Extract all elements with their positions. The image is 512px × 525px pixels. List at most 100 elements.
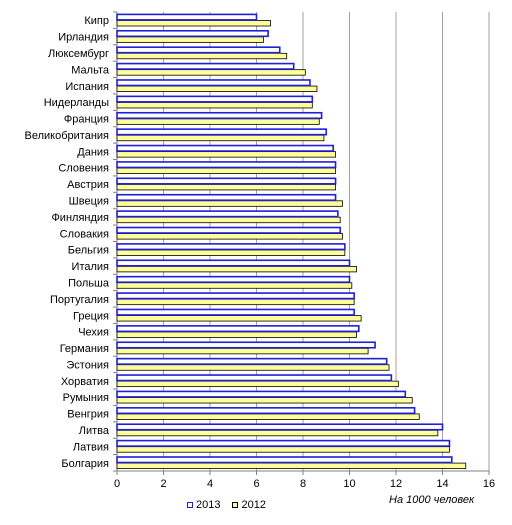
bar-2012 bbox=[116, 446, 450, 453]
bar-2012 bbox=[116, 20, 271, 27]
category-label: Мальта bbox=[71, 64, 110, 76]
category-label: Австрия bbox=[67, 179, 109, 191]
bar-2013 bbox=[116, 144, 335, 152]
bar-2012 bbox=[116, 331, 357, 338]
bar-2013 bbox=[116, 308, 355, 316]
bar-2012 bbox=[116, 298, 355, 306]
category-label: Нидерланды bbox=[44, 97, 109, 109]
bar-2013 bbox=[116, 13, 258, 21]
x-tick-label: 10 bbox=[343, 478, 355, 490]
x-tick-label: 8 bbox=[300, 478, 306, 490]
category-label: Дания bbox=[77, 146, 109, 158]
bar-2013 bbox=[116, 374, 393, 382]
bar-2012 bbox=[116, 413, 420, 420]
bar-2012 bbox=[116, 282, 353, 289]
category-label: Венгрия bbox=[67, 409, 109, 421]
bar-2013 bbox=[116, 161, 337, 169]
bar-2012 bbox=[116, 462, 467, 470]
bar-2013 bbox=[116, 128, 328, 136]
category-label: Хорватия bbox=[61, 376, 109, 388]
bar-2013 bbox=[116, 341, 376, 349]
bar-2013 bbox=[116, 226, 341, 234]
bar-2012 bbox=[116, 380, 399, 388]
category-label: Испания bbox=[65, 81, 109, 93]
bar-2012 bbox=[116, 102, 313, 109]
category-label: Латвия bbox=[73, 441, 109, 453]
x-tick-label: 6 bbox=[253, 478, 259, 490]
bar-2012 bbox=[116, 233, 343, 240]
bar-2013 bbox=[116, 29, 269, 38]
legend-swatch-2012 bbox=[232, 502, 239, 508]
units-label: На 1000 человек bbox=[389, 494, 475, 506]
bar-2013 bbox=[116, 210, 339, 218]
x-tick-label: 4 bbox=[207, 478, 213, 490]
bar-2013 bbox=[116, 390, 407, 398]
category-label: Эстония bbox=[66, 359, 109, 371]
category-label: Франция bbox=[64, 114, 109, 126]
bar-2012 bbox=[116, 85, 318, 92]
x-tick-label: 14 bbox=[436, 478, 448, 490]
bar-2013 bbox=[116, 456, 453, 464]
bar-2012 bbox=[116, 249, 346, 256]
bar-2013 bbox=[116, 193, 337, 202]
bar-2012 bbox=[116, 265, 357, 273]
legend-label-2013: 2013 bbox=[196, 499, 221, 511]
x-tick-label: 12 bbox=[390, 478, 402, 490]
category-label: Италия bbox=[72, 261, 110, 273]
category-label: Португалия bbox=[50, 294, 109, 306]
category-label: Швеция bbox=[69, 196, 109, 208]
category-label: Словения bbox=[58, 163, 109, 175]
category-label: Финляндия bbox=[51, 212, 109, 224]
bar-2012 bbox=[116, 429, 439, 437]
legend-item-2013: 2013 bbox=[187, 499, 220, 511]
bar-2012 bbox=[116, 118, 320, 125]
category-label: Болгария bbox=[61, 458, 109, 470]
category-label: Кипр bbox=[84, 15, 109, 27]
bar-2012 bbox=[116, 151, 336, 158]
category-label: Чехия bbox=[78, 327, 109, 339]
category-label: Бельгия bbox=[68, 245, 109, 257]
category-label: Румыния bbox=[63, 392, 109, 404]
bar-2013 bbox=[116, 439, 451, 447]
legend-item-2012: 2012 bbox=[232, 499, 266, 511]
x-tick-label: 0 bbox=[114, 478, 120, 490]
bar-2013 bbox=[116, 325, 360, 333]
bar-2012 bbox=[116, 134, 325, 142]
bar-2012 bbox=[116, 347, 369, 355]
category-label: Великобритания bbox=[25, 130, 110, 142]
bar-2013 bbox=[116, 357, 388, 365]
category-label: Ирландия bbox=[58, 32, 109, 44]
bar-2013 bbox=[116, 259, 351, 267]
bar-2012 bbox=[116, 216, 341, 224]
category-label: Словакия bbox=[60, 228, 109, 240]
bar-2013 bbox=[116, 177, 337, 185]
category-label: Литва bbox=[79, 425, 110, 437]
bar-2013 bbox=[116, 407, 416, 415]
legend: 2013 2012 bbox=[187, 499, 278, 511]
legend-label-2012: 2012 bbox=[241, 499, 266, 511]
bar-2012 bbox=[116, 397, 413, 404]
bar-2012 bbox=[116, 315, 362, 322]
bar-2013 bbox=[116, 111, 323, 120]
bar-2013 bbox=[116, 423, 444, 431]
category-label: Польша bbox=[68, 277, 110, 289]
category-label: Греция bbox=[73, 310, 109, 322]
bar-2013 bbox=[116, 46, 281, 54]
bar-2012 bbox=[116, 167, 336, 174]
bar-2013 bbox=[116, 243, 346, 251]
bar-2012 bbox=[116, 200, 343, 207]
bar-2013 bbox=[116, 292, 355, 300]
x-tick-label: 16 bbox=[483, 478, 495, 490]
bar-2013 bbox=[116, 62, 295, 70]
category-label: Германия bbox=[60, 343, 109, 355]
bar-2012 bbox=[116, 69, 306, 76]
x-tick-label: 2 bbox=[160, 478, 166, 490]
bar-2012 bbox=[116, 364, 390, 371]
bar-2013 bbox=[116, 95, 314, 103]
bar-2013 bbox=[116, 275, 351, 283]
legend-swatch-2013 bbox=[187, 502, 193, 508]
bar-2012 bbox=[116, 184, 336, 191]
bar-2013 bbox=[116, 79, 311, 87]
bar-2012 bbox=[116, 36, 264, 43]
